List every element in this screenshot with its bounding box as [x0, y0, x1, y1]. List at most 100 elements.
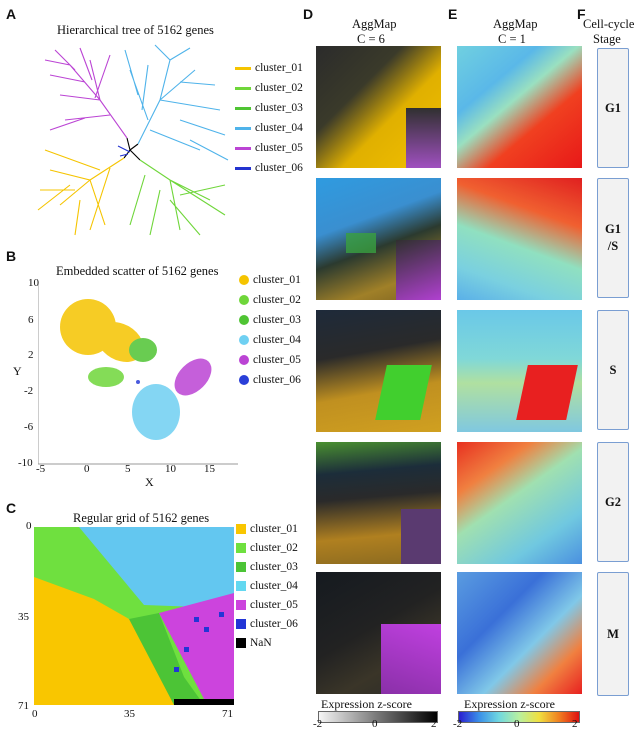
legend-swatch [239, 375, 249, 385]
scatter-ytick: 2 [28, 349, 34, 361]
aggmap-c1-s [457, 310, 582, 432]
scatter-cloud-cluster-02 [88, 367, 124, 387]
legend-label: cluster_02 [253, 294, 301, 306]
legend-label: cluster_01 [255, 62, 303, 74]
scatter-ytick: -10 [18, 457, 33, 469]
scatter-ylabel: Y [13, 364, 22, 378]
grid-legend-item: cluster_03 [236, 561, 298, 573]
scatter-legend-item: cluster_02 [239, 294, 301, 306]
colorbar-c6-tick: 0 [372, 718, 378, 730]
scatter-legend-item: cluster_03 [239, 314, 301, 326]
legend-label: cluster_06 [253, 374, 301, 386]
heatmap-region [406, 108, 441, 168]
aggmap-c6-s [316, 310, 441, 432]
legend-label: cluster_05 [253, 354, 301, 366]
legend-label: cluster_04 [255, 122, 303, 134]
legend-swatch [239, 335, 249, 345]
legend-label: cluster_01 [250, 523, 298, 535]
legend-label: cluster_03 [250, 561, 298, 573]
scatter-legend-item: cluster_04 [239, 334, 301, 346]
colorbar-c6 [318, 711, 438, 723]
aggmap-c1-g2 [457, 442, 582, 564]
scatter-cloud-cluster-05 [174, 358, 212, 396]
legend-swatch [239, 295, 249, 305]
heatmap-region [401, 509, 441, 564]
grid-xtick: 35 [124, 708, 135, 720]
colorbar-c6-tick: -2 [313, 718, 323, 730]
heatmap-region [375, 365, 432, 420]
embedded-scatter [38, 282, 238, 465]
legend-label: cluster_06 [255, 162, 303, 174]
scatter-xtick: -5 [36, 463, 46, 475]
scatter-cloud-cluster-03 [129, 338, 157, 362]
hierarchical-tree [37, 44, 229, 236]
aggmap-c6-g2 [316, 442, 441, 564]
legend-swatch [235, 66, 251, 70]
grid-ytick: 71 [18, 700, 29, 712]
stage-label: S [609, 362, 617, 377]
stage-header-line1: Cell-cycle [583, 17, 635, 31]
legend-swatch [236, 581, 246, 591]
legend-swatch [235, 126, 251, 130]
aggmap-c6-m [316, 572, 441, 694]
tree-legend-item: cluster_06 [235, 162, 303, 174]
grid-region-cluster-06 [174, 612, 224, 672]
legend-swatch [236, 600, 246, 610]
colorbar-c6-tick: 2 [431, 718, 437, 730]
scatter-ytick: 10 [28, 277, 39, 289]
regular-grid [34, 527, 234, 705]
scatter-ytick: -6 [24, 421, 34, 433]
stage-box-m: M [597, 572, 629, 696]
tree-branch-cluster-03 [129, 159, 226, 236]
grid-legend-item: cluster_01 [236, 523, 298, 535]
stage-header-line2: Stage [593, 32, 621, 46]
aggmap-c6-g1s [316, 178, 441, 300]
legend-swatch [239, 275, 249, 285]
colorbar-c1-tick: -2 [453, 718, 463, 730]
stage-label: M [607, 626, 619, 641]
scatter-xlabel: X [145, 475, 154, 489]
panel-label-e: E [448, 6, 458, 22]
legend-label: cluster_04 [253, 334, 301, 346]
legend-label: cluster_05 [250, 599, 298, 611]
stage-box-g2: G2 [597, 442, 629, 562]
tree-legend-item: cluster_05 [235, 142, 303, 154]
tree-legend-item: cluster_01 [235, 62, 303, 74]
legend-label: cluster_02 [255, 82, 303, 94]
legend-swatch [235, 166, 251, 170]
heatmap-region [346, 233, 376, 253]
heatmap-region [381, 624, 441, 694]
legend-swatch [236, 524, 246, 534]
legend-swatch [239, 355, 249, 365]
tree-legend-item: cluster_02 [235, 82, 303, 94]
scatter-cloud-cluster-06 [136, 380, 140, 384]
scatter-xtick: 10 [165, 463, 176, 475]
stage-label: G1 [605, 100, 621, 115]
tree-title: Hierarchical tree of 5162 genes [57, 23, 214, 37]
grid-ytick: 0 [26, 520, 32, 532]
panel-label-b: B [6, 248, 17, 264]
aggmap-c1-g1 [457, 46, 582, 168]
scatter-xtick: 15 [204, 463, 215, 475]
scatter-legend-item: cluster_01 [239, 274, 301, 286]
panel-label-c: C [6, 500, 17, 516]
stage-box-g1s: G1/S [597, 178, 629, 298]
aggmap-c1-subtitle: C = 1 [498, 32, 526, 46]
legend-swatch [239, 315, 249, 325]
tree-branch-cluster-05 [44, 47, 128, 139]
legend-label: cluster_02 [250, 542, 298, 554]
legend-swatch [235, 146, 251, 150]
grid-legend-item: NaN [236, 637, 272, 649]
tree-legend-item: cluster_04 [235, 122, 303, 134]
grid-legend-item: cluster_06 [236, 618, 298, 630]
aggmap-c1-title: AggMap [493, 17, 538, 31]
legend-swatch [236, 543, 246, 553]
colorbar-c6-label: Expression z-score [321, 697, 412, 711]
stage-label-line2: /S [607, 239, 619, 253]
scatter-cloud-cluster-04 [132, 384, 180, 440]
legend-label: cluster_03 [253, 314, 301, 326]
legend-swatch [236, 562, 246, 572]
legend-label: cluster_01 [253, 274, 301, 286]
grid-legend-item: cluster_04 [236, 580, 298, 592]
aggmap-c6-title: AggMap [352, 17, 397, 31]
